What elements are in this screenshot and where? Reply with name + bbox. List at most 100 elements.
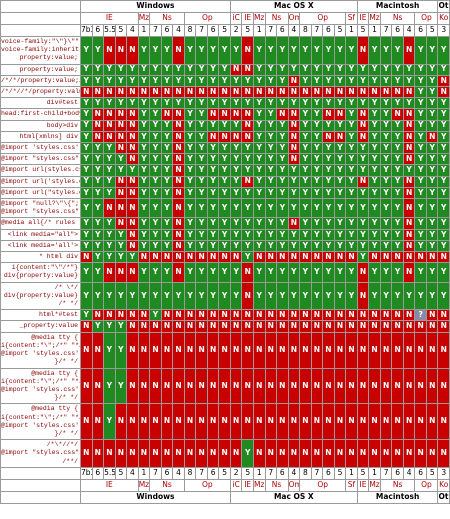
result-cell: N <box>183 403 197 441</box>
result-cell: Y <box>218 217 231 230</box>
result-cell: Y <box>379 228 393 241</box>
browser-header: Ns <box>379 478 416 492</box>
result-cell: N <box>379 439 393 468</box>
result-cell: Y <box>322 164 335 177</box>
result-cell: N <box>149 320 162 333</box>
result-cell: Y <box>264 119 278 132</box>
result-cell: Y <box>345 217 358 230</box>
result-cell: N <box>126 108 139 121</box>
version-header: 4 <box>126 24 139 37</box>
version-header: 1 <box>252 466 266 480</box>
result-cell: Y <box>287 175 301 188</box>
result-cell: Y <box>414 262 427 283</box>
hack-row: @import "null?\"\{"; @import "styles.css"… <box>0 198 450 219</box>
result-cell: N <box>126 439 139 468</box>
result-cell: Y <box>160 198 174 219</box>
result-cell: Y <box>160 186 174 200</box>
result-cell: N <box>137 251 151 264</box>
result-cell: Y <box>91 97 105 110</box>
version-header: 4 <box>287 24 301 37</box>
result-cell: Y <box>287 281 301 311</box>
result-cell: N <box>299 251 312 264</box>
result-cell: Y <box>206 228 220 241</box>
result-cell: Y <box>229 262 243 283</box>
result-cell: N <box>252 251 266 264</box>
result-cell: N <box>195 251 208 264</box>
result-cell: N <box>183 331 197 369</box>
result-cell: N <box>345 86 358 99</box>
result-cell: N <box>310 86 324 99</box>
result-cell: N <box>206 108 220 121</box>
result-cell: N <box>252 367 266 405</box>
result-cell: N <box>368 403 381 441</box>
result-cell: Y <box>310 74 324 88</box>
result-cell: Y <box>391 164 404 177</box>
result-cell: Y <box>322 281 335 311</box>
result-cell: N <box>160 367 174 405</box>
result-cell: N <box>287 74 301 88</box>
result-cell: Y <box>218 175 231 188</box>
result-cell: Y <box>149 108 162 121</box>
result-cell: Y <box>137 175 151 188</box>
result-cell: Y <box>114 320 128 333</box>
result-cell: ? <box>414 309 427 322</box>
result-cell: Y <box>264 153 278 166</box>
result-cell: N <box>402 86 416 99</box>
result-cell: Y <box>322 97 335 110</box>
result-cell: Y <box>368 36 381 65</box>
result-cell: N <box>402 262 416 283</box>
result-cell: Y <box>379 217 393 230</box>
version-header: 7 <box>310 24 324 37</box>
result-cell: Y <box>183 142 197 155</box>
result-cell: Y <box>276 228 289 241</box>
result-cell: Y <box>137 74 151 88</box>
browser-row: IEMzNsOpiCIEMzNsOmOpSfIEMzNsOpKo <box>0 12 450 25</box>
result-cell: Y <box>229 175 243 188</box>
result-cell: Y <box>195 130 208 144</box>
result-cell: N <box>299 86 312 99</box>
result-cell: N <box>114 36 128 65</box>
result-cell: Y <box>229 74 243 88</box>
result-cell: Y <box>229 281 243 311</box>
result-cell: N <box>160 108 174 121</box>
version-header: 5 <box>114 24 128 37</box>
result-cell: N <box>137 320 151 333</box>
version-header: 7 <box>264 466 278 480</box>
result-cell: N <box>172 239 185 253</box>
browser-header: Om <box>287 478 301 492</box>
result-cell: N <box>310 320 324 333</box>
result-cell: Y <box>149 74 162 88</box>
result-cell: N <box>229 86 243 99</box>
result-cell: N <box>172 175 185 188</box>
result-cell: N <box>345 320 358 333</box>
result-cell: N <box>402 108 416 121</box>
hack-label: @import "null?\"\{"; @import "styles.css"… <box>0 198 81 219</box>
result-cell: Y <box>195 119 208 132</box>
result-cell: Y <box>91 63 105 76</box>
result-cell: Y <box>80 309 93 322</box>
result-cell: Y <box>149 97 162 110</box>
hack-row: /*/*/property:value;/* */YYYYYYYYYYYYYYY… <box>0 74 450 88</box>
result-cell: N <box>126 262 139 283</box>
result-cell: N <box>264 367 278 405</box>
version-header: 7b3 <box>80 24 93 37</box>
result-cell: N <box>80 439 93 468</box>
result-cell: N <box>264 86 278 99</box>
result-cell: N <box>229 439 243 468</box>
result-cell: N <box>137 309 151 322</box>
result-cell: Y <box>218 164 231 177</box>
result-cell: Y <box>345 36 358 65</box>
result-cell: N <box>218 439 231 468</box>
result-cell: Y <box>241 74 254 88</box>
result-cell: Y <box>356 186 370 200</box>
result-cell: N <box>195 320 208 333</box>
result-cell: N <box>414 439 427 468</box>
result-cell: Y <box>195 175 208 188</box>
result-cell: Y <box>137 153 151 166</box>
result-cell: Y <box>206 142 220 155</box>
result-cell: N <box>333 309 347 322</box>
result-cell: Y <box>183 175 197 188</box>
browser-header: Op <box>414 12 439 25</box>
result-cell: N <box>437 439 450 468</box>
result-cell: Y <box>206 63 220 76</box>
